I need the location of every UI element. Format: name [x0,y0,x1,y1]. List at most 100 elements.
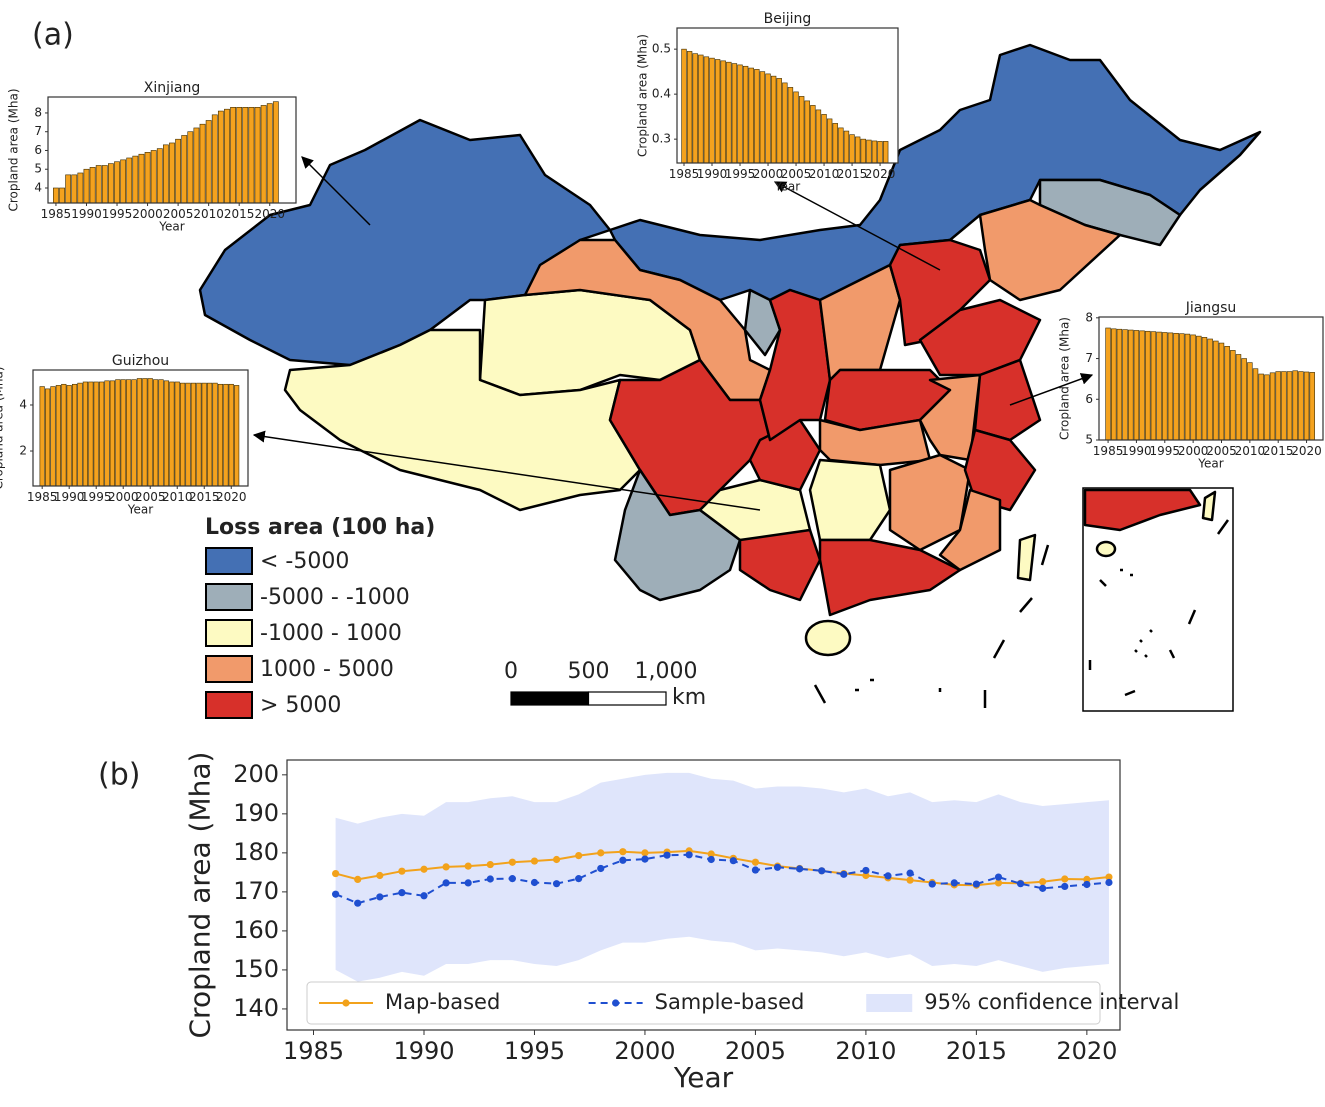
legend-swatch [205,655,253,683]
y-tick-label: 5 [34,162,42,176]
bar [826,118,833,164]
chart-title: Guizhou [112,353,169,369]
point [906,869,914,877]
y-tick-label: 200 [233,760,279,788]
y-tick-label: 140 [233,994,279,1022]
x-tick-label: 1990 [54,490,85,504]
bar [1167,332,1174,441]
bar [703,56,710,164]
point [1016,880,1025,888]
x-tick-label: 2010 [193,207,224,221]
point [994,873,1003,881]
bar [205,120,212,204]
bar [1162,332,1168,441]
bar [1201,337,1208,441]
legend-swatch [205,619,253,647]
legend-label: Sample-based [655,990,805,1014]
scale-label: 500 [568,659,610,684]
bar [254,107,261,204]
x-tick-label: 2010 [835,1037,896,1065]
y-tick-label: 7 [1085,351,1093,365]
x-tick-label: 1985 [41,207,72,221]
legend-swatch [205,583,253,611]
x-tick-label: 1995 [725,167,756,181]
y-tick-label: 160 [233,916,279,944]
province [1201,490,1217,522]
x-tick-label: 2015 [189,490,220,504]
province [523,238,772,402]
point [1061,875,1069,883]
bar [187,131,194,204]
x-axis-label: Year [158,220,184,234]
bar [207,382,213,487]
bar [1269,372,1276,441]
province [1016,533,1037,582]
legend-swatch [866,994,913,1012]
point [398,867,406,875]
point [950,879,958,887]
bar [1196,335,1202,441]
x-tick-label: 2005 [781,167,812,181]
bar [698,54,704,164]
bar [217,383,224,487]
bar [1213,340,1219,441]
bar [1207,338,1213,441]
point [508,858,516,866]
point [685,851,693,859]
bar [212,382,218,487]
point [420,892,428,900]
bar [1179,333,1185,441]
x-axis-label: Year [774,180,800,194]
bar [158,379,164,487]
bar [1247,362,1253,441]
island-line [813,544,1050,708]
point [641,855,649,863]
province [818,538,962,617]
legend-marker [342,999,350,1007]
point [906,876,914,884]
x-tick-label: 2000 [132,207,163,221]
bar [211,114,218,204]
bar [793,91,799,164]
bar [1122,329,1128,441]
bar [804,100,810,164]
bar [1309,372,1315,441]
bar [866,139,872,164]
bar [126,157,133,204]
province [808,458,892,542]
legend-label: 1000 - 5000 [260,657,394,682]
bar [120,379,126,487]
bar [223,383,229,487]
bar [169,142,175,204]
point [773,863,782,871]
y-tick-label: 190 [233,799,279,827]
bar [136,378,143,487]
bar [101,165,108,204]
plot-frame [286,759,1121,1031]
bar [104,380,110,487]
point [552,880,561,888]
bar [692,53,698,164]
province [1083,488,1202,532]
y-tick-label: 5 [1085,433,1093,447]
bar [759,71,766,164]
x-axis-label: Year [1197,457,1223,471]
point [530,857,539,865]
legend-label: -1000 - 1000 [260,621,402,646]
bar [50,386,56,487]
point [796,865,804,873]
bar [266,103,273,204]
plot-frame [676,27,899,164]
y-tick-label: 7 [34,124,42,138]
x-tick-label: 1985 [669,167,700,181]
bar [39,386,45,487]
point [1105,878,1113,887]
point [619,848,627,856]
point [486,875,494,883]
bar [108,163,114,204]
x-tick-label: 1995 [102,207,133,221]
point [818,867,826,875]
bar [754,69,760,164]
bar [185,382,191,487]
province [918,298,1042,377]
